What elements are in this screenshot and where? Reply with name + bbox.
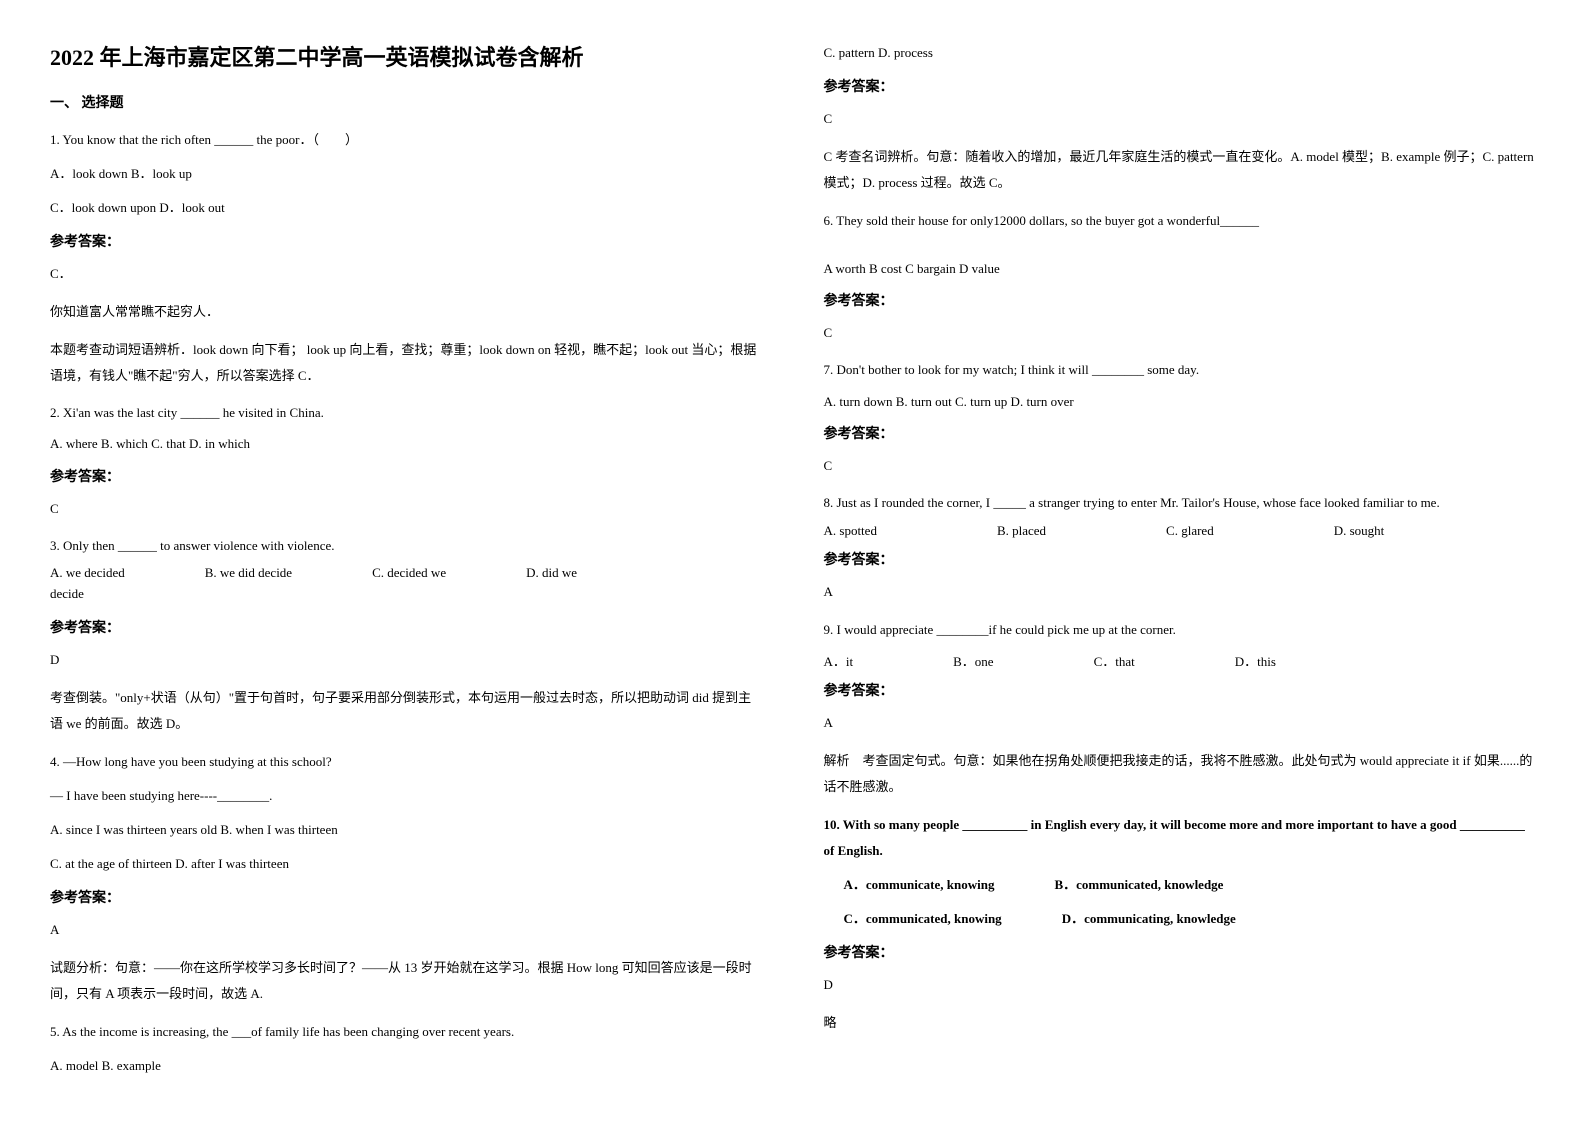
q7-text: 7. Don't bother to look for my watch; I … <box>824 358 1538 381</box>
q3-answer-label: 参考答案： <box>50 617 764 637</box>
q9-explain: 解析 考查固定句式。句意：如果他在拐角处顺便把我接走的话，我将不胜感激。此处句式… <box>824 748 1538 800</box>
q8-answer-label: 参考答案： <box>824 549 1538 569</box>
q6-opts: A worth B cost C bargain D value <box>824 257 1538 280</box>
q3-answer: D <box>50 647 764 673</box>
q1-text: 1. You know that the rich often ______ t… <box>50 127 764 153</box>
q4-answer-label: 参考答案： <box>50 887 764 907</box>
q7-opts: A. turn down B. turn out C. turn up D. t… <box>824 390 1538 413</box>
q2-text: 2. Xi'an was the last city ______ he vis… <box>50 401 764 424</box>
q1-explain-1: 你知道富人常常瞧不起穷人． <box>50 299 764 325</box>
q3-explain: 考查倒装。"only+状语（从句）"置于句首时，句子要采用部分倒装形式，本句运用… <box>50 685 764 737</box>
q1-answer: C． <box>50 261 764 287</box>
q8-opts: A. spotted B. placed C. glared D. sought <box>824 523 1538 539</box>
q9-opts: A．it B．one C．that D．this <box>824 651 1538 670</box>
q5-opts-2: C. pattern D. process <box>824 40 1538 66</box>
q2-answer: C <box>50 496 764 522</box>
q1-answer-label: 参考答案： <box>50 231 764 251</box>
q4-answer: A <box>50 917 764 943</box>
q8-text: 8. Just as I rounded the corner, I _____… <box>824 491 1538 514</box>
q7-answer: C <box>824 453 1538 479</box>
q7-answer-label: 参考答案： <box>824 423 1538 443</box>
q9-text: 9. I would appreciate ________if he coul… <box>824 617 1538 643</box>
q2-opts: A. where B. which C. that D. in which <box>50 432 764 455</box>
q4-opts-1: A. since I was thirteen years old B. whe… <box>50 817 764 843</box>
q4-opts-2: C. at the age of thirteen D. after I was… <box>50 851 764 877</box>
q3-opt-d: D. did we <box>526 565 577 581</box>
q9-answer: A <box>824 710 1538 736</box>
q9-opt-c: C．that <box>1094 651 1135 670</box>
q10-opt-b: B．communicated, knowledge <box>1054 874 1223 893</box>
q3-text: 3. Only then ______ to answer violence w… <box>50 534 764 557</box>
q10-opt-d: D．communicating, knowledge <box>1062 908 1236 927</box>
q8-answer: A <box>824 579 1538 605</box>
q10-answer: D <box>824 972 1538 998</box>
q4-text-1: 4. —How long have you been studying at t… <box>50 749 764 775</box>
q8-opt-d: D. sought <box>1334 523 1385 539</box>
q10-text: 10. With so many people __________ in En… <box>824 812 1538 864</box>
section-heading: 一、 选择题 <box>50 92 764 112</box>
q4-explain: 试题分析：句意：——你在这所学校学习多长时间了？——从 13 岁开始就在这学习。… <box>50 955 764 1007</box>
q8-opt-b: B. placed <box>997 523 1046 539</box>
q6-text: 6. They sold their house for only12000 d… <box>824 208 1538 234</box>
q8-opt-c: C. glared <box>1166 523 1214 539</box>
q3-tail: decide <box>50 581 764 607</box>
q9-opt-a: A．it <box>824 651 854 670</box>
left-column: 2022 年上海市嘉定区第二中学高一英语模拟试卷含解析 一、 选择题 1. Yo… <box>50 40 764 1087</box>
q3-opts: A. we decided B. we did decide C. decide… <box>50 565 764 581</box>
q3-opt-b: B. we did decide <box>205 565 292 581</box>
q1-explain-2: 本题考查动词短语辨析．look down 向下看； look up 向上看，查找… <box>50 337 764 389</box>
right-column: C. pattern D. process 参考答案： C C 考查名词辨析。句… <box>824 40 1538 1087</box>
q1-opts-2: C．look down upon D．look out <box>50 195 764 221</box>
q6-answer: C <box>824 320 1538 346</box>
q6-answer-label: 参考答案： <box>824 290 1538 310</box>
q10-opts-row1: A．communicate, knowing B．communicated, k… <box>824 874 1538 893</box>
q5-explain: C 考查名词辨析。句意：随着收入的增加，最近几年家庭生活的模式一直在变化。A. … <box>824 144 1538 196</box>
q9-opt-d: D．this <box>1235 651 1276 670</box>
q10-answer-label: 参考答案： <box>824 942 1538 962</box>
q5-answer-label: 参考答案： <box>824 76 1538 96</box>
q4-text-2: — I have been studying here----________. <box>50 783 764 809</box>
q3-opt-a: A. we decided <box>50 565 125 581</box>
q5-opts-1: A. model B. example <box>50 1053 764 1079</box>
q9-opt-b: B．one <box>953 651 993 670</box>
q10-opt-a: A．communicate, knowing <box>844 874 995 893</box>
q10-opts-row2: C．communicated, knowing D．communicating,… <box>824 908 1538 927</box>
q2-answer-label: 参考答案： <box>50 466 764 486</box>
q10-opt-c: C．communicated, knowing <box>844 908 1002 927</box>
q5-text: 5. As the income is increasing, the ___o… <box>50 1019 764 1045</box>
q8-opt-a: A. spotted <box>824 523 877 539</box>
q10-explain: 略 <box>824 1010 1538 1036</box>
document-title: 2022 年上海市嘉定区第二中学高一英语模拟试卷含解析 <box>50 40 764 72</box>
q1-opts-1: A．look down B．look up <box>50 161 764 187</box>
q9-answer-label: 参考答案： <box>824 680 1538 700</box>
q5-answer: C <box>824 106 1538 132</box>
q3-opt-c: C. decided we <box>372 565 446 581</box>
